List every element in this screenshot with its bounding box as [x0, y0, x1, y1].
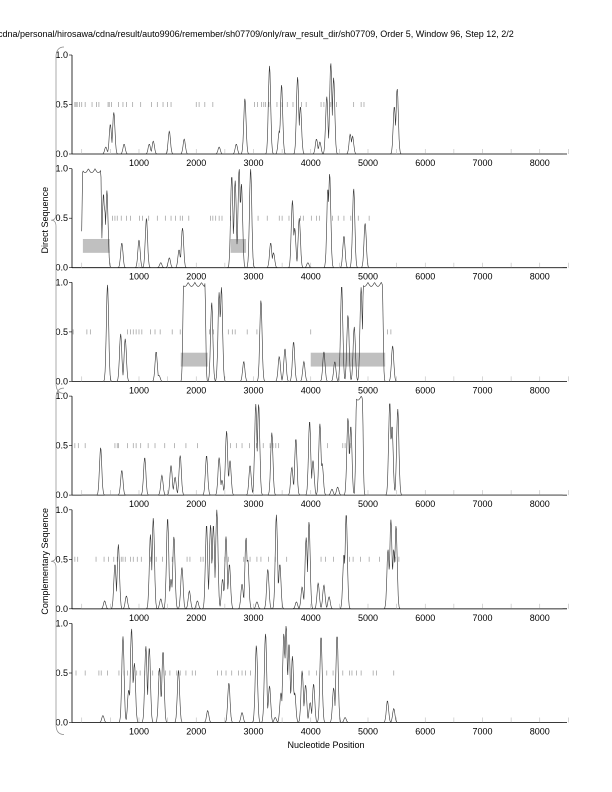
x-tick-label: 7000 [472, 272, 492, 282]
y-tick-label: 0.0 [55, 604, 68, 614]
y-tick-label: 0.0 [55, 149, 68, 159]
predicted-region-box [82, 238, 110, 253]
x-tick-label: 1000 [129, 272, 149, 282]
x-tick-label: 3000 [243, 499, 263, 509]
x-tick-label: 6000 [415, 158, 435, 168]
panels: 0.0 0.5 1.0 1000 2000 3000 4000 5000 6000 7000 800… [55, 50, 569, 737]
x-tick-label: 3000 [243, 613, 263, 623]
x-tick-label: 2000 [186, 158, 206, 168]
x-tick-label: 8000 [530, 158, 550, 168]
x-axis-label: Nucleotide Position [287, 740, 364, 750]
score-line [81, 395, 563, 496]
x-tick-label: 1000 [129, 727, 149, 737]
y-tick-label: 1.0 [55, 391, 68, 401]
group-labels: Direct Sequence Complementary Sequence [40, 46, 65, 735]
y-tick-label: 0.0 [55, 490, 68, 500]
y-tick-label: 0.5 [55, 213, 68, 223]
x-tick-label: 7000 [472, 727, 492, 737]
x-tick-label: 5000 [358, 158, 378, 168]
group-label: Direct Sequence [40, 187, 50, 254]
score-line [81, 168, 563, 269]
x-tick-label: 6000 [415, 727, 435, 737]
y-tick-label: 1.0 [55, 619, 68, 629]
panel-5: 0.0 0.5 1.0 1000 2000 3000 4000 5000 6000 7000 800… [55, 505, 569, 623]
score-line [81, 63, 563, 155]
x-tick-label: 5000 [358, 499, 378, 509]
x-tick-label: 7000 [472, 499, 492, 509]
y-tick-label: 0.0 [55, 263, 68, 273]
x-tick-label: 1000 [129, 499, 149, 509]
x-tick-label: 3000 [243, 385, 263, 395]
x-tick-label: 5000 [358, 613, 378, 623]
y-tick-label: 1.0 [55, 277, 68, 287]
panel-4: 0.0 0.5 1.0 1000 2000 3000 4000 5000 6000 7000 800… [55, 391, 569, 509]
x-tick-label: 4000 [301, 613, 321, 623]
predicted-region-box [310, 352, 386, 367]
y-tick-label: 1.0 [55, 50, 68, 60]
x-tick-label: 5000 [358, 385, 378, 395]
x-tick-label: 2000 [186, 385, 206, 395]
score-line [81, 625, 563, 723]
x-tick-label: 4000 [301, 158, 321, 168]
predicted-region-box [180, 352, 208, 367]
x-tick-label: 3000 [243, 272, 263, 282]
score-line [81, 509, 563, 610]
y-tick-label: 0.0 [55, 376, 68, 386]
x-tick-label: 2000 [186, 613, 206, 623]
x-tick-label: 5000 [358, 272, 378, 282]
y-tick-label: 0.5 [55, 100, 68, 110]
group-label: Complementary Sequence [40, 508, 50, 615]
x-tick-label: 8000 [530, 385, 550, 395]
predicted-region-box [230, 238, 247, 253]
y-tick-label: 0.5 [55, 668, 68, 678]
x-tick-label: 5000 [358, 727, 378, 737]
y-tick-label: 1.0 [55, 164, 68, 174]
x-tick-label: 3000 [243, 158, 263, 168]
group-brace [50, 387, 65, 735]
panel-6: 0.0 0.5 1.0 1000 2000 3000 4000 5000 6000 7000 800… [55, 619, 569, 737]
group-brace [50, 46, 65, 394]
panel-1: 0.0 0.5 1.0 1000 2000 3000 4000 5000 6000 7000 800… [55, 50, 569, 168]
score-line [81, 281, 563, 382]
chart-title: cdna/personal/hirosawa/cdna/result/auto9… [0, 29, 514, 39]
x-tick-label: 8000 [530, 727, 550, 737]
x-tick-label: 2000 [186, 272, 206, 282]
x-tick-label: 2000 [186, 499, 206, 509]
x-tick-label: 8000 [530, 499, 550, 509]
x-tick-label: 7000 [472, 385, 492, 395]
x-tick-label: 1000 [129, 385, 149, 395]
y-tick-label: 1.0 [55, 505, 68, 515]
x-tick-label: 4000 [301, 499, 321, 509]
y-tick-label: 0.5 [55, 441, 68, 451]
panel-3: 0.0 0.5 1.0 1000 2000 3000 4000 5000 6000 7000 800… [55, 277, 569, 395]
x-tick-label: 6000 [415, 385, 435, 395]
x-tick-label: 8000 [530, 272, 550, 282]
x-tick-label: 6000 [415, 499, 435, 509]
x-tick-label: 6000 [415, 272, 435, 282]
y-tick-label: 0.5 [55, 327, 68, 337]
x-tick-label: 3000 [243, 727, 263, 737]
x-tick-label: 1000 [129, 158, 149, 168]
x-tick-label: 7000 [472, 158, 492, 168]
x-tick-label: 2000 [186, 727, 206, 737]
x-tick-label: 4000 [301, 727, 321, 737]
y-tick-label: 0.0 [55, 718, 68, 728]
panel-2: 0.0 0.5 1.0 1000 2000 3000 4000 5000 6000 7000 800… [55, 164, 569, 282]
x-tick-label: 6000 [415, 613, 435, 623]
x-tick-label: 7000 [472, 613, 492, 623]
x-tick-label: 4000 [301, 385, 321, 395]
x-tick-label: 4000 [301, 272, 321, 282]
x-tick-label: 8000 [530, 613, 550, 623]
y-tick-label: 0.5 [55, 554, 68, 564]
x-tick-label: 1000 [129, 613, 149, 623]
